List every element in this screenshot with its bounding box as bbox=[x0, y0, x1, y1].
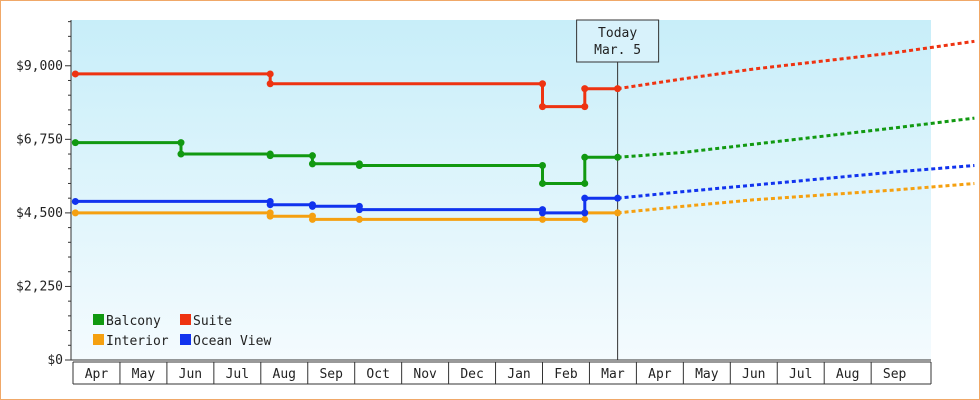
y-tick-label: $2,250 bbox=[16, 279, 63, 294]
today-label-box bbox=[576, 19, 660, 63]
y-tick-label: $9,000 bbox=[16, 59, 63, 74]
x-tick-label: Sep bbox=[319, 367, 343, 382]
data-point-ocean-view bbox=[581, 194, 589, 202]
data-point-ocean-view bbox=[308, 202, 316, 210]
x-tick-label: Jun bbox=[179, 367, 202, 382]
x-tick-label: Nov bbox=[413, 367, 437, 382]
legend-swatch-suite bbox=[180, 314, 191, 325]
data-point-ocean-view bbox=[266, 201, 274, 209]
data-point-suite bbox=[581, 85, 589, 93]
x-tick-label: May bbox=[695, 367, 719, 382]
data-point-balcony bbox=[581, 153, 589, 161]
data-point-balcony bbox=[308, 152, 316, 160]
legend-label-balcony: Balcony bbox=[106, 314, 161, 329]
today-date: Mar. 5 bbox=[594, 43, 641, 58]
data-point-balcony bbox=[177, 139, 185, 147]
x-tick-label: Apr bbox=[85, 367, 109, 382]
x-tick-label: Feb bbox=[554, 367, 578, 382]
x-tick-label: Mar bbox=[601, 367, 625, 382]
data-point-balcony bbox=[308, 160, 316, 168]
data-point-ocean-view bbox=[355, 206, 363, 214]
data-point-suite bbox=[266, 80, 274, 88]
data-point-suite bbox=[539, 80, 546, 88]
series-line-balcony bbox=[75, 141, 618, 185]
x-tick-label: Oct bbox=[366, 367, 389, 382]
y-axis: $0 $2,250 $4,500 $6,750 $9,000 bbox=[16, 20, 72, 368]
y-tick-label: $4,500 bbox=[16, 206, 63, 221]
data-point-interior bbox=[355, 215, 363, 223]
data-point-interior bbox=[71, 209, 79, 217]
x-tick-label: Jul bbox=[789, 367, 812, 382]
data-point-suite bbox=[614, 85, 622, 93]
data-point-balcony bbox=[266, 152, 274, 160]
x-tick-label: Apr bbox=[648, 367, 672, 382]
x-tick-label: May bbox=[132, 367, 156, 382]
data-point-ocean-view bbox=[581, 209, 589, 217]
x-tick-label: Sep bbox=[883, 367, 907, 382]
x-tick-label: Jun bbox=[742, 367, 765, 382]
data-point-suite bbox=[581, 103, 589, 111]
data-point-balcony bbox=[581, 179, 589, 187]
data-point-suite bbox=[539, 103, 546, 111]
data-point-suite bbox=[71, 70, 79, 78]
data-point-interior bbox=[581, 215, 589, 223]
x-tick-label: Jan bbox=[507, 367, 530, 382]
legend-label-interior: Interior bbox=[106, 334, 169, 349]
data-point-balcony bbox=[355, 161, 363, 169]
x-axis: Apr May Jun Jul Aug Sep Oct Nov Dec Jan Feb Mar Apr M… bbox=[71, 359, 932, 385]
legend-label-suite: Suite bbox=[193, 314, 232, 329]
data-point-suite bbox=[266, 70, 274, 78]
legend-label-ocean-view: Ocean View bbox=[193, 334, 271, 349]
data-point-ocean-view bbox=[71, 197, 79, 205]
data-point-ocean-view bbox=[614, 194, 622, 202]
data-point-interior bbox=[266, 212, 274, 220]
series-layer bbox=[71, 39, 975, 223]
plot-area bbox=[71, 20, 931, 360]
y-tick-label: $6,750 bbox=[16, 132, 63, 147]
data-point-interior bbox=[539, 215, 546, 223]
legend-swatch-ocean-view bbox=[180, 334, 191, 345]
x-tick-label: Dec bbox=[460, 367, 483, 382]
data-point-interior bbox=[614, 209, 622, 217]
legend-swatch-interior bbox=[93, 334, 104, 345]
data-point-balcony bbox=[539, 161, 546, 169]
x-tick-label: Aug bbox=[836, 367, 859, 382]
data-point-balcony bbox=[539, 179, 546, 187]
x-tick-label: Jul bbox=[226, 367, 249, 382]
data-point-balcony bbox=[614, 153, 622, 161]
y-tick-label: $0 bbox=[47, 353, 63, 368]
data-point-ocean-view bbox=[539, 209, 546, 217]
today-label: Today bbox=[598, 26, 637, 41]
data-point-balcony bbox=[71, 139, 79, 147]
legend-swatch-balcony bbox=[93, 314, 104, 325]
legend: Balcony Suite Interior Ocean View bbox=[93, 314, 271, 349]
data-point-balcony bbox=[177, 150, 185, 158]
data-point-interior bbox=[308, 215, 316, 223]
x-tick-label: Aug bbox=[273, 367, 296, 382]
today-marker: Today Mar. 5 bbox=[576, 19, 660, 360]
